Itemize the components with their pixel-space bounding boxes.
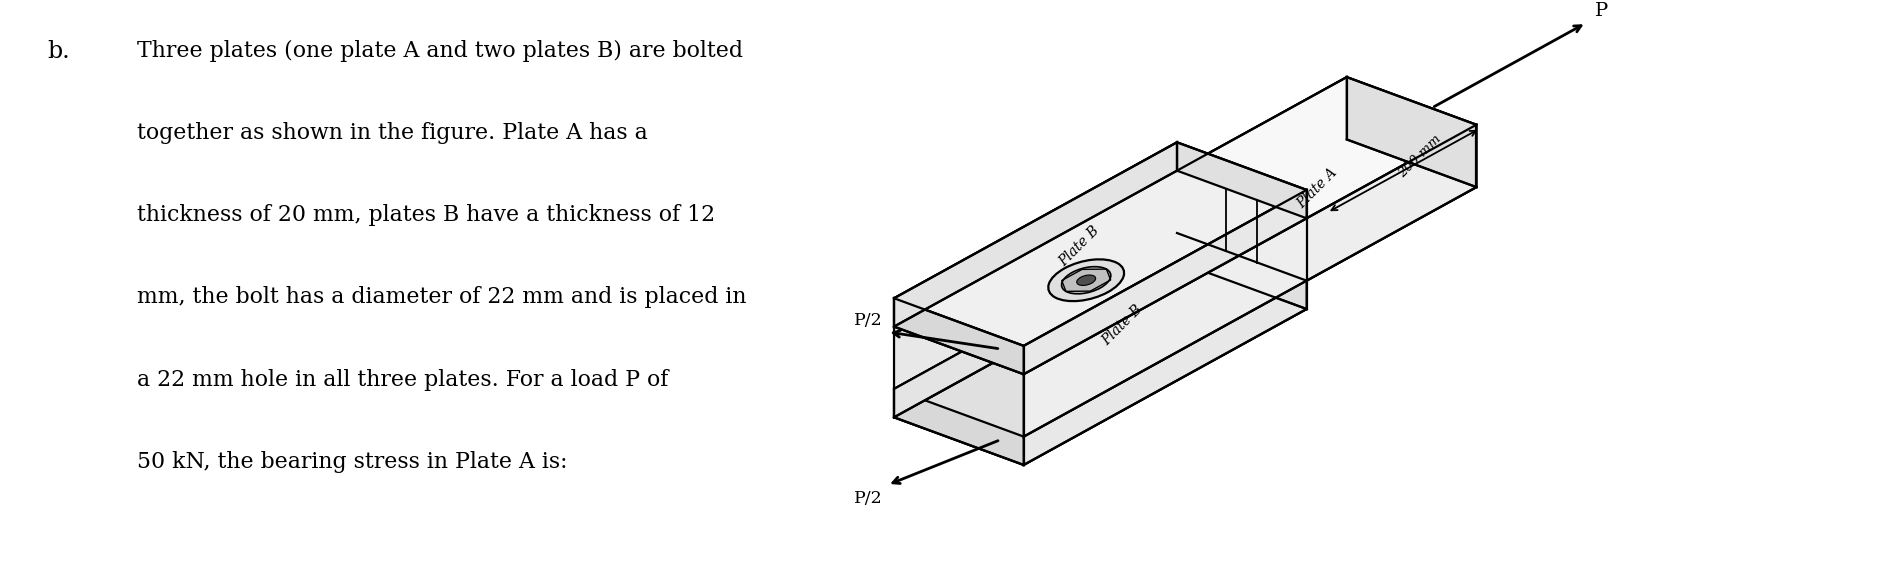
Polygon shape <box>1023 125 1476 437</box>
Polygon shape <box>895 139 1476 437</box>
Text: together as shown in the figure. Plate A has a: together as shown in the figure. Plate A… <box>138 122 648 144</box>
Text: P/2: P/2 <box>853 312 882 329</box>
Polygon shape <box>1023 281 1306 465</box>
Text: thickness of 20 mm, plates B have a thickness of 12: thickness of 20 mm, plates B have a thic… <box>138 204 716 226</box>
Polygon shape <box>895 261 1306 465</box>
Text: P/2: P/2 <box>853 489 882 506</box>
Ellipse shape <box>1061 266 1110 294</box>
Polygon shape <box>1023 190 1306 374</box>
Polygon shape <box>895 233 1306 437</box>
Text: 50 kN, the bearing stress in Plate A is:: 50 kN, the bearing stress in Plate A is: <box>138 451 568 473</box>
Text: 200 mm: 200 mm <box>1395 133 1444 180</box>
Polygon shape <box>1346 77 1476 187</box>
Polygon shape <box>1176 233 1306 309</box>
Polygon shape <box>895 233 1176 417</box>
Text: Plate B: Plate B <box>1057 224 1103 269</box>
Polygon shape <box>895 77 1346 389</box>
Text: b.: b. <box>47 40 70 63</box>
Polygon shape <box>1176 142 1306 218</box>
Text: Plate B: Plate B <box>1099 303 1144 348</box>
Polygon shape <box>895 142 1306 346</box>
Polygon shape <box>895 389 1023 465</box>
Text: Plate A: Plate A <box>1295 166 1340 211</box>
Text: a 22 mm hole in all three plates. For a load P of: a 22 mm hole in all three plates. For a … <box>138 369 668 391</box>
Polygon shape <box>895 142 1176 327</box>
Ellipse shape <box>1076 275 1095 285</box>
Text: Three plates (one plate A and two plates B) are bolted: Three plates (one plate A and two plates… <box>138 40 744 62</box>
Polygon shape <box>895 77 1476 374</box>
Polygon shape <box>895 298 1023 374</box>
Text: mm, the bolt has a diameter of 22 mm and is placed in: mm, the bolt has a diameter of 22 mm and… <box>138 286 748 308</box>
Ellipse shape <box>1048 259 1123 301</box>
Text: P: P <box>1595 2 1609 20</box>
